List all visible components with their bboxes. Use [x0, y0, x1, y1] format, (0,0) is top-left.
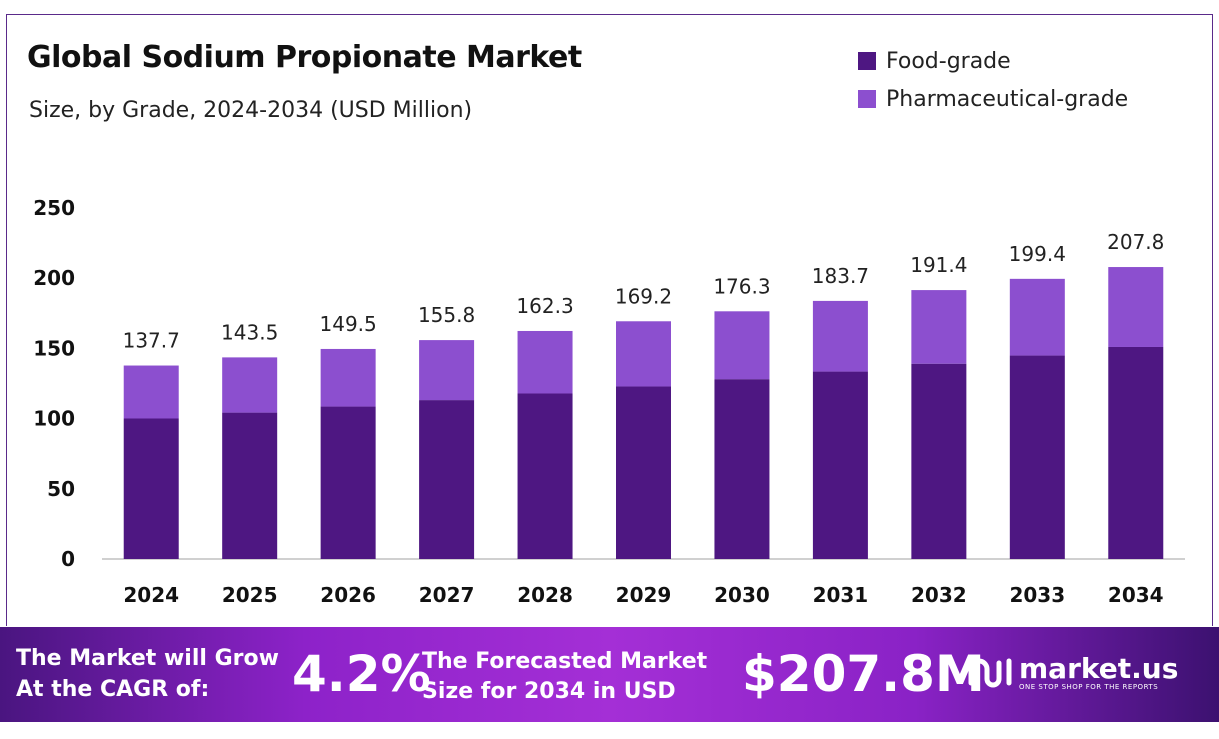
bar-food-grade-2029	[616, 386, 671, 559]
y-tick-label: 0	[61, 547, 75, 571]
data-label: 143.5	[221, 320, 278, 344]
bar-food-grade-2031	[812, 371, 868, 559]
bar-food-grade-2025	[222, 412, 278, 559]
data-label: 137.7	[123, 329, 180, 353]
legend: Food-grade Pharmaceutical-grade	[858, 42, 1128, 118]
chart-subtitle: Size, by Grade, 2024-2034 (USD Million)	[29, 98, 473, 123]
x-tick-label: 2029	[616, 583, 672, 607]
x-tick-label: 2031	[813, 583, 869, 607]
data-label: 155.8	[418, 303, 475, 327]
logo-icon	[968, 658, 1012, 688]
data-label: 169.2	[615, 284, 672, 308]
bar-food-grade-2030	[714, 379, 770, 559]
legend-swatch	[858, 90, 876, 108]
bar-pharmaceutical-grade-2024	[123, 365, 179, 419]
data-label: 149.5	[320, 312, 377, 336]
y-tick-label: 50	[47, 477, 75, 501]
bar-pharmaceutical-grade-2029	[616, 321, 671, 387]
data-label: 183.7	[812, 264, 869, 288]
x-tick-label: 2030	[714, 583, 770, 607]
chart-frame	[6, 14, 1213, 626]
bar-pharmaceutical-grade-2034	[1108, 267, 1164, 347]
legend-label: Food-grade	[886, 48, 1011, 74]
bar-pharmaceutical-grade-2031	[812, 300, 868, 372]
bar-food-grade-2032	[911, 363, 967, 559]
data-label: 207.8	[1107, 230, 1164, 254]
bar-food-grade-2033	[1009, 355, 1065, 559]
data-label: 162.3	[516, 294, 573, 318]
y-tick-label: 150	[33, 336, 75, 360]
cagr-label: The Market will Grow At the CAGR of:	[16, 643, 279, 705]
data-label: 176.3	[713, 274, 770, 298]
bar-food-grade-2026	[320, 406, 376, 559]
x-tick-label: 2027	[419, 583, 475, 607]
x-tick-label: 2028	[517, 583, 573, 607]
logo-tagline: ONE STOP SHOP FOR THE REPORTS	[1019, 683, 1159, 691]
bar-food-grade-2027	[419, 400, 475, 559]
bar-pharmaceutical-grade-2026	[320, 348, 376, 407]
bar-pharmaceutical-grade-2027	[419, 340, 475, 401]
bar-chart: 0 50 100 150 200 250 137.7 2024 143.5 2025 149.5 20…	[33, 196, 1185, 607]
bar-pharmaceutical-grade-2025	[222, 357, 278, 413]
legend-label: Pharmaceutical-grade	[886, 86, 1129, 112]
data-label: 199.4	[1009, 242, 1066, 266]
legend-swatch	[858, 52, 876, 70]
x-tick-label: 2033	[1009, 583, 1065, 607]
logo-text: market.us	[1019, 652, 1179, 685]
x-tick-label: 2034	[1108, 583, 1164, 607]
legend-item-pharmaceutical-grade: Pharmaceutical-grade	[858, 80, 1128, 118]
bar-pharmaceutical-grade-2033	[1009, 278, 1065, 356]
forecast-label-line: Size for 2034 in USD	[422, 679, 676, 704]
cagr-value: 4.2%	[292, 645, 431, 703]
y-tick-label: 100	[33, 407, 75, 431]
cagr-label-line: The Market will Grow	[16, 646, 279, 671]
x-tick-label: 2025	[222, 583, 278, 607]
data-label: 191.4	[910, 253, 967, 277]
x-tick-label: 2032	[911, 583, 967, 607]
summary-banner: The Market will Grow At the CAGR of: 4.2…	[0, 627, 1219, 722]
x-tick-label: 2026	[320, 583, 376, 607]
forecast-label: The Forecasted Market Size for 2034 in U…	[422, 647, 707, 707]
y-tick-label: 250	[33, 196, 75, 220]
market-us-logo: market.us ONE STOP SHOP FOR THE REPORTS	[965, 653, 1178, 693]
chart-title: Global Sodium Propionate Market	[27, 40, 582, 75]
bar-pharmaceutical-grade-2032	[911, 290, 967, 364]
forecast-value: $207.8M	[742, 645, 985, 703]
cagr-label-line: At the CAGR of:	[16, 677, 210, 702]
forecast-label-line: The Forecasted Market	[422, 649, 708, 674]
legend-item-food-grade: Food-grade	[858, 42, 1128, 80]
x-tick-label: 2024	[123, 583, 179, 607]
bar-pharmaceutical-grade-2030	[714, 311, 770, 380]
bar-food-grade-2024	[123, 418, 179, 559]
bar-food-grade-2028	[517, 393, 573, 559]
bar-pharmaceutical-grade-2028	[517, 330, 573, 394]
y-tick-label: 200	[33, 266, 75, 290]
bar-food-grade-2034	[1108, 346, 1164, 559]
